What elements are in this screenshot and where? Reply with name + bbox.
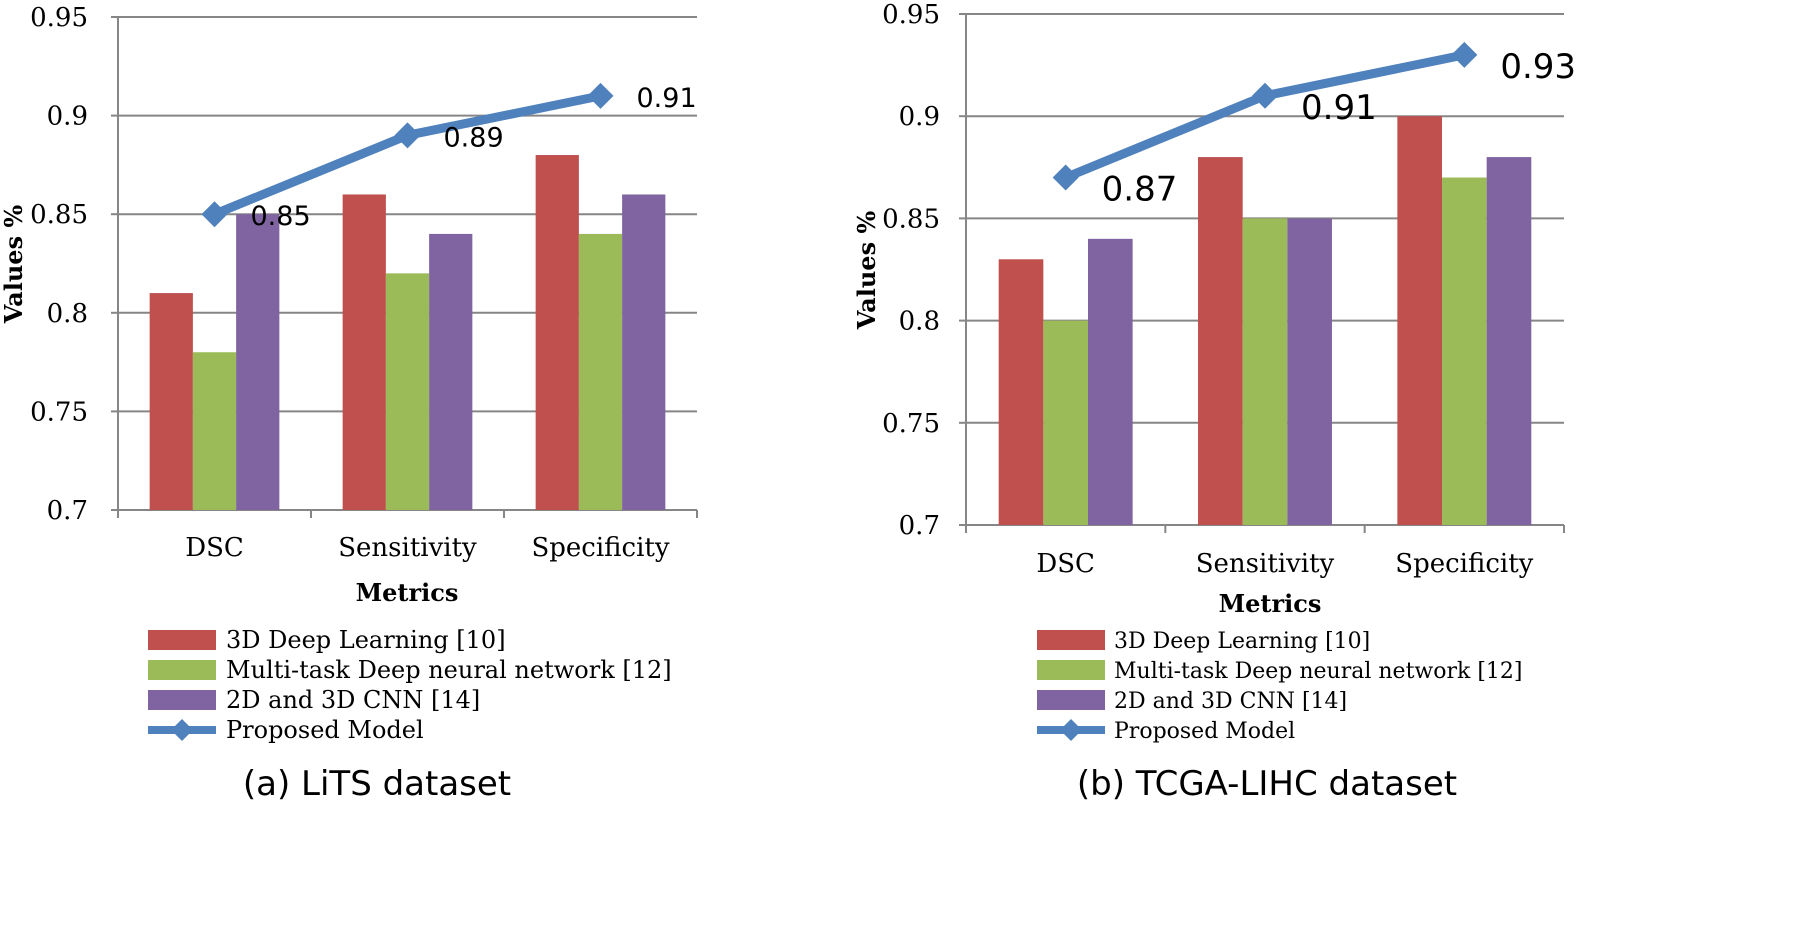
x-tick-label: Specificity [531,533,669,563]
y-tick-label: 0.8 [47,299,88,329]
chart-subtitle: (b) TCGA-LIHC dataset [1077,764,1457,804]
bar [149,293,193,510]
bar [1486,157,1532,525]
x-tick-label: Specificity [1395,549,1533,579]
legend-label: 3D Deep Learning [10] [226,626,506,654]
legend-swatch [148,630,216,650]
bar [1087,238,1133,525]
line-point [1052,164,1079,191]
bar [998,259,1044,525]
line-point [1451,41,1478,68]
bar [192,352,237,510]
legend-marker [1060,719,1082,741]
bar [578,233,623,511]
bar [1287,218,1332,525]
legend-swatch [148,660,216,680]
y-axis-title: Values % [0,205,28,325]
y-tick-label: 0.85 [882,204,940,234]
bar [1397,116,1443,525]
legend-label: 2D and 3D CNN [14] [1114,689,1347,714]
data-label: 0.85 [251,201,311,232]
bar [622,194,666,511]
y-tick-label: 0.9 [899,102,940,132]
bar [1043,320,1088,525]
legend-label: Multi-task Deep neural network [12] [1114,659,1523,684]
data-label: 0.87 [1102,170,1178,210]
legend-label: 3D Deep Learning [10] [1114,629,1370,654]
legend-label: Proposed Model [1114,719,1295,744]
y-tick-label: 0.75 [30,397,88,427]
y-tick-label: 0.75 [882,409,940,439]
x-tick-label: Sensitivity [338,533,477,563]
line-point [587,82,614,109]
x-tick-label: DSC [1036,549,1095,579]
legend-marker [171,719,193,741]
x-tick-label: Sensitivity [1196,549,1335,579]
bar [385,273,430,510]
legend-label: Multi-task Deep neural network [12] [226,656,672,684]
x-axis-title: Metrics [1219,589,1322,618]
bar [1242,218,1288,525]
y-tick-label: 0.95 [30,3,88,33]
y-axis-title: Values % [852,211,881,331]
data-label: 0.91 [637,83,697,114]
data-label: 0.93 [1500,47,1576,87]
y-tick-label: 0.9 [47,102,88,132]
legend-swatch [1037,690,1105,710]
y-tick-label: 0.95 [882,0,940,30]
bar [535,155,579,511]
bar [1198,157,1243,525]
legend-swatch [1037,630,1105,650]
line-point [201,201,228,228]
data-label: 0.89 [444,122,504,153]
y-tick-label: 0.7 [47,496,88,526]
chart-subtitle: (a) LiTS dataset [243,764,511,804]
y-tick-label: 0.85 [30,200,88,230]
chart-b: 0.7 0.75 0.8 0.85 0.9 0.95 DSC Sensitivity Speci… [852,0,1576,804]
line-point [394,122,421,149]
bar [429,233,473,511]
legend-label: 2D and 3D CNN [14] [226,686,480,714]
bar [1442,177,1487,525]
line-point [1252,82,1278,109]
y-tick-label: 0.8 [899,307,940,337]
bar [342,194,386,511]
y-tick-label: 0.7 [899,511,940,541]
x-axis-title: Metrics [356,578,459,607]
legend: 3D Deep Learning [10] Multi-task Deep neu… [1037,629,1523,744]
chart-a: 0.7 0.75 0.8 0.85 0.9 0.95 DSC Sensitivity Speci… [0,3,698,804]
legend: 3D Deep Learning [10]Multi-task Deep neu… [148,626,672,744]
x-tick-label: DSC [185,533,244,563]
legend-swatch [148,690,216,710]
legend-label: Proposed Model [226,716,424,744]
legend-swatch [1037,660,1105,680]
bar [236,214,280,510]
data-label: 0.91 [1301,88,1377,128]
